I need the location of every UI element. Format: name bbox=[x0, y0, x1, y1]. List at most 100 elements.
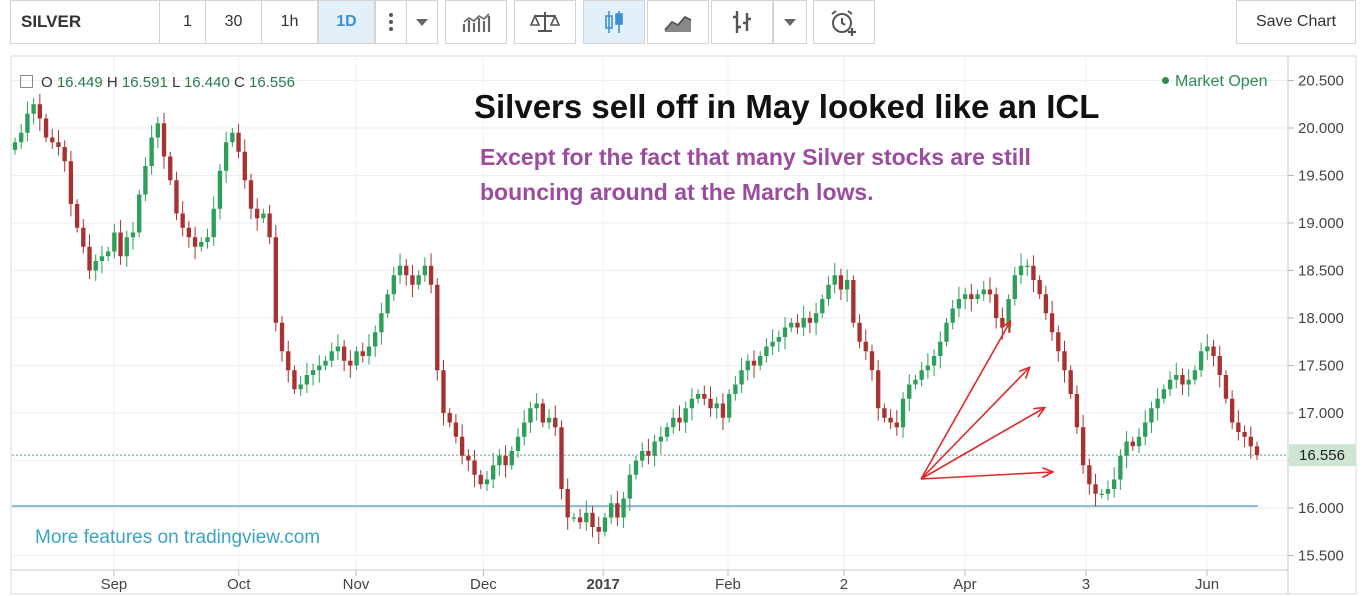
crosshair-toggle-icon[interactable] bbox=[20, 75, 33, 88]
candle-body bbox=[801, 318, 806, 328]
candle-body bbox=[292, 370, 297, 390]
candle-body bbox=[981, 289, 986, 295]
candle-body bbox=[1111, 479, 1117, 489]
candle-body bbox=[397, 265, 403, 276]
candle-body bbox=[975, 294, 980, 299]
candle-body bbox=[490, 465, 496, 480]
horizontal-levels bbox=[12, 454, 1288, 508]
candle-body bbox=[19, 132, 24, 143]
arrow-line-2[interactable] bbox=[920, 368, 1029, 480]
candle-body bbox=[534, 403, 539, 409]
candle-body bbox=[1161, 389, 1167, 399]
candle-body bbox=[882, 408, 887, 418]
bars-style-button[interactable] bbox=[711, 0, 773, 44]
candle-body bbox=[987, 289, 993, 295]
arrow-line-1[interactable] bbox=[920, 322, 1010, 480]
candle-body bbox=[838, 275, 844, 290]
area-style-button[interactable] bbox=[647, 0, 709, 44]
time-tick-label: 3 bbox=[1082, 576, 1090, 593]
candle-body bbox=[130, 232, 136, 238]
candle-body bbox=[969, 294, 974, 299]
candle-body bbox=[602, 517, 608, 532]
candle-body bbox=[385, 294, 390, 314]
candle-body bbox=[714, 403, 719, 409]
candle-body bbox=[1149, 408, 1154, 423]
price-tick-label: 18.500 bbox=[1298, 263, 1344, 280]
candle-body bbox=[708, 398, 713, 409]
open-value: 16.449 bbox=[56, 74, 103, 91]
candle-body bbox=[770, 341, 775, 347]
indicators-icon bbox=[462, 13, 491, 32]
candle-body bbox=[304, 375, 310, 385]
candle-body bbox=[1093, 484, 1098, 494]
time-tick-label: Feb bbox=[715, 576, 741, 593]
arrow-line-4[interactable] bbox=[920, 472, 1052, 480]
price-tick-label: 17.000 bbox=[1298, 405, 1344, 422]
candle-body bbox=[789, 322, 794, 328]
candle-body bbox=[590, 512, 595, 527]
candle-body bbox=[310, 370, 316, 375]
candle-body bbox=[161, 123, 167, 157]
candle-body bbox=[31, 104, 36, 114]
grid-lines bbox=[12, 56, 1288, 570]
compare-button[interactable] bbox=[514, 0, 576, 44]
candle-body bbox=[726, 394, 732, 418]
candle-body bbox=[1248, 436, 1253, 447]
arrow-line-3[interactable] bbox=[920, 408, 1044, 480]
close-value: 16.556 bbox=[249, 74, 295, 91]
resolution-30-button[interactable]: 30 bbox=[205, 0, 262, 44]
tradingview-link[interactable]: More features on tradingview.com bbox=[35, 527, 321, 548]
candle-body bbox=[37, 104, 43, 119]
ohlc-legend: O 16.449 H 16.591 L 16.440 C 16.556 bbox=[20, 74, 295, 91]
candle-body bbox=[81, 227, 86, 247]
candle-body bbox=[807, 318, 813, 323]
candle-body bbox=[751, 360, 757, 366]
more-resolutions-button[interactable] bbox=[375, 0, 407, 44]
candle-body bbox=[223, 142, 229, 171]
candle-body bbox=[137, 194, 142, 233]
save-chart-button[interactable]: Save Chart bbox=[1236, 0, 1356, 44]
vertical-dots-icon bbox=[389, 13, 393, 31]
low-value: 16.440 bbox=[183, 74, 230, 91]
alert-button[interactable] bbox=[813, 0, 875, 44]
candle-body bbox=[174, 180, 179, 214]
alarm-clock-icon bbox=[831, 10, 856, 36]
candles-series bbox=[12, 93, 1260, 545]
candle-body bbox=[112, 232, 117, 252]
candle-body bbox=[68, 161, 74, 204]
indicators-button[interactable] bbox=[445, 0, 507, 44]
candle-body bbox=[230, 132, 235, 143]
price-chart[interactable]: 20.500 20.000 19.500 19.000 18.500 18.000 17.5… bbox=[0, 50, 1364, 596]
symbol-search-button[interactable]: SILVER bbox=[10, 0, 160, 44]
candle-body bbox=[1080, 427, 1086, 466]
candle-body bbox=[354, 351, 359, 366]
market-status-text: Market Open bbox=[1175, 73, 1268, 90]
candle-body bbox=[317, 365, 322, 371]
candle-body bbox=[826, 284, 831, 299]
resolution-dropdown-button[interactable] bbox=[406, 0, 438, 44]
resolution-1d-button[interactable]: 1D bbox=[318, 0, 375, 44]
resolution-1h-button[interactable]: 1h bbox=[261, 0, 318, 44]
candle-body bbox=[627, 474, 632, 499]
candle-body bbox=[764, 346, 769, 356]
caret-down-icon bbox=[416, 18, 428, 26]
drawn-arrows[interactable] bbox=[920, 322, 1052, 480]
candle-body bbox=[373, 332, 378, 347]
candle-body bbox=[199, 242, 204, 247]
candle-body bbox=[180, 213, 185, 228]
candle-body bbox=[1236, 422, 1241, 432]
candle-body bbox=[702, 394, 707, 399]
candle-body bbox=[925, 365, 931, 371]
candle-body bbox=[689, 398, 695, 409]
annotation-subtext: Except for the fact that many Silver sto… bbox=[480, 140, 1031, 210]
candle-body bbox=[944, 322, 949, 342]
candle-body bbox=[261, 213, 266, 219]
candle-body bbox=[255, 208, 260, 219]
candle-body bbox=[857, 322, 862, 342]
chart-style-dropdown-button[interactable] bbox=[773, 0, 807, 44]
candles-style-button[interactable] bbox=[583, 0, 645, 44]
candle-body bbox=[12, 142, 18, 150]
candle-body bbox=[298, 384, 303, 390]
candle-body bbox=[435, 284, 440, 371]
candle-body bbox=[900, 398, 906, 428]
